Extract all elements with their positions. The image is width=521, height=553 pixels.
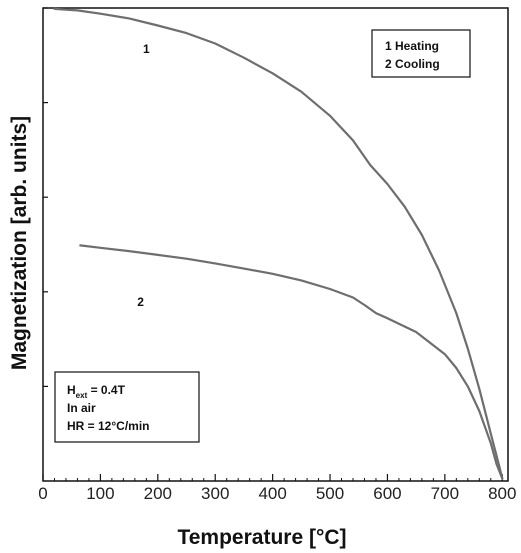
x-tick-label: 500: [316, 484, 344, 503]
plot-frame: [42, 7, 509, 482]
curve-label-2: 2: [137, 295, 144, 309]
annotation-h-subscript: ext: [76, 391, 88, 400]
x-axis-title: Temperature [°C]: [177, 526, 346, 549]
x-tick-label: 0: [38, 484, 47, 503]
axis-ticks: [42, 7, 503, 481]
annotation-box: Hext = 0.4T In air HR = 12°C/min: [54, 371, 200, 443]
curve-label-1: 1: [143, 42, 150, 56]
annotation-h-value: = 0.4T: [87, 383, 125, 397]
x-tick-labels: 0 100 200 300 400 500 600 700 800: [38, 484, 516, 503]
legend-line-1: 1 Heating: [385, 39, 439, 53]
series-line-1: [53, 7, 504, 480]
plot-area-border: [42, 7, 509, 482]
annotation-atmosphere: In air: [67, 401, 96, 415]
y-axis-title: Magnetization [arb. units]: [8, 116, 31, 370]
annotation-field-line: Hext = 0.4T: [67, 383, 126, 400]
x-tick-label: 400: [258, 484, 286, 503]
x-tick-label: 300: [201, 484, 229, 503]
x-tick-label: 200: [144, 484, 172, 503]
series-lines: [53, 7, 504, 480]
x-tick-label: 600: [373, 484, 401, 503]
x-tick-label: 100: [86, 484, 114, 503]
annotation-h-symbol: H: [67, 383, 76, 397]
annotation-heating-rate: HR = 12°C/min: [67, 419, 150, 433]
legend-box: 1 Heating 2 Cooling: [371, 29, 471, 78]
legend-line-2: 2 Cooling: [385, 57, 440, 71]
x-tick-label: 700: [431, 484, 459, 503]
x-tick-label: 800: [488, 484, 516, 503]
curve-labels: 12: [137, 42, 150, 309]
series-line-2: [79, 244, 504, 480]
